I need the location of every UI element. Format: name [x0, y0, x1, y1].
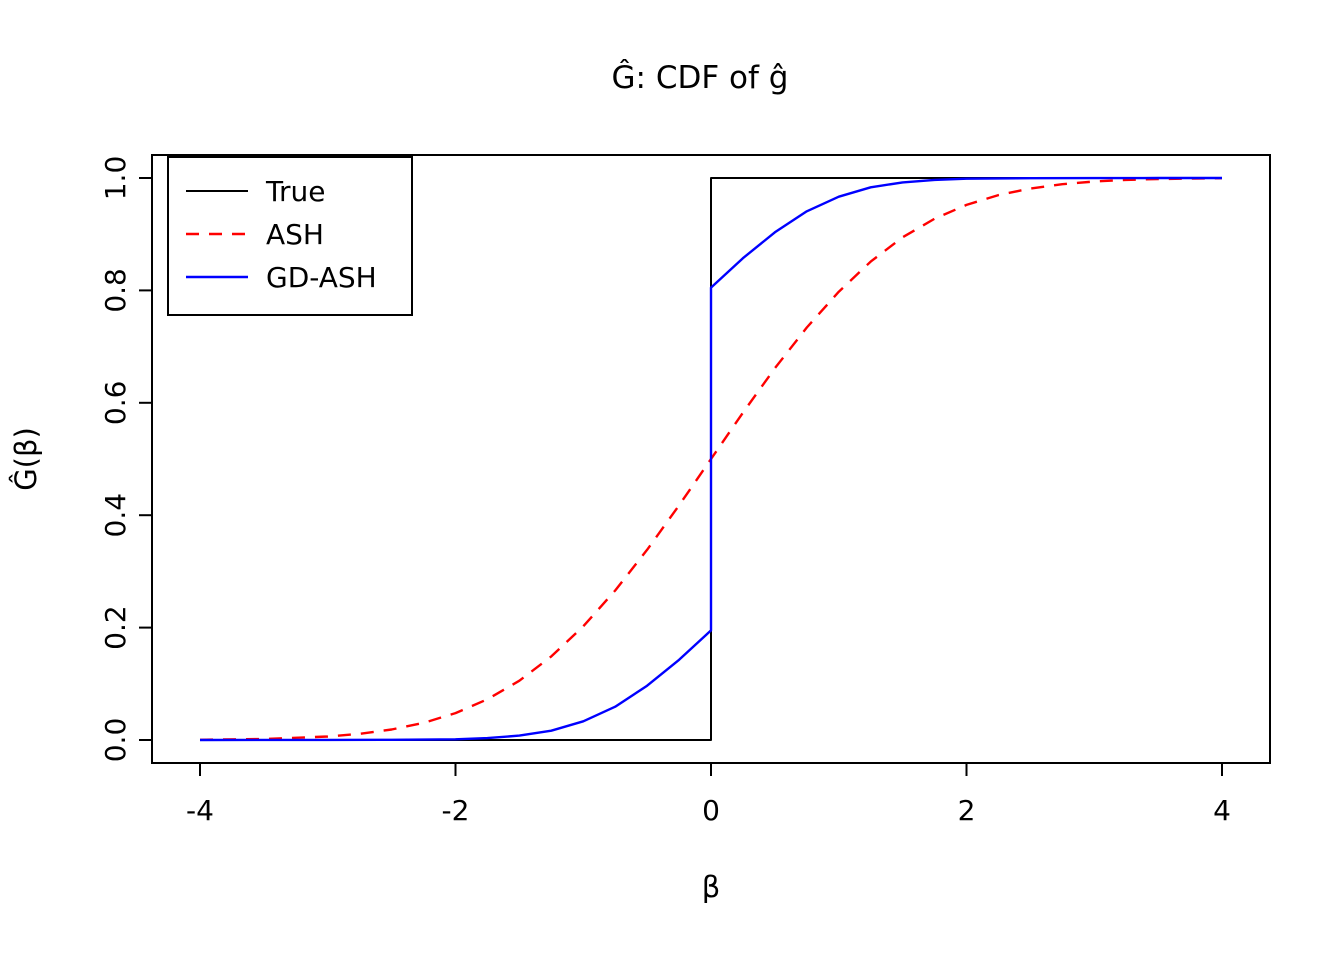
- x-tick-label: -4: [186, 794, 214, 827]
- axes-layer: -4 -2 0 2 4 0.0 0.2 0.4 0.6 0.8 1.0: [99, 154, 1271, 827]
- series-line-gd-ash: [199, 176, 1222, 742]
- y-tick-label: 1.0: [99, 156, 132, 201]
- x-tick-label: -2: [442, 794, 470, 827]
- x-tick-label: 4: [1213, 794, 1231, 827]
- plot-title: Ĝ: CDF of ĝ: [612, 59, 789, 96]
- y-tick-label: 0.8: [99, 268, 132, 313]
- x-tick-label: 2: [958, 794, 976, 827]
- y-tick-label: 0.6: [99, 381, 132, 426]
- legend-box: [167, 156, 413, 316]
- legend-label-true: True: [265, 175, 325, 208]
- x-tick-label: 0: [702, 794, 720, 827]
- y-tick-label: 0.4: [99, 493, 132, 538]
- legend-label-ash: ASH: [266, 218, 324, 251]
- y-axis-label: Ĝ(β): [9, 427, 43, 491]
- series-layer: [199, 176, 1223, 742]
- series-line-ash: [199, 177, 1223, 741]
- legend-label-gd-ash: GD-ASH: [266, 261, 377, 294]
- x-axis-label: β: [702, 870, 721, 904]
- y-tick-label: 0.2: [99, 605, 132, 650]
- y-tick-label: 0.0: [99, 718, 132, 763]
- legend: True ASH GD-ASH: [167, 156, 413, 316]
